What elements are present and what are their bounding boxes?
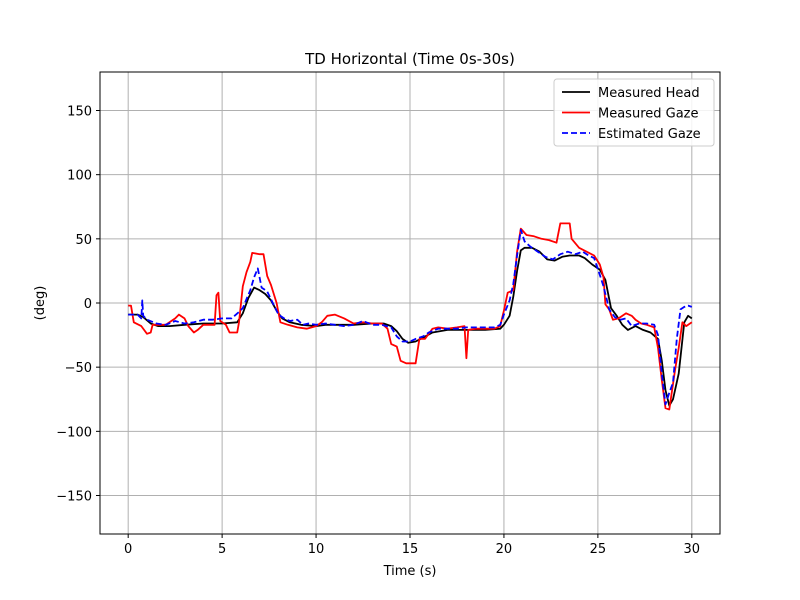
y-tick-label: −50 [65, 361, 92, 376]
series-lines [128, 222, 693, 411]
x-tick-label: 25 [590, 542, 607, 557]
series-line-2 [128, 222, 693, 411]
legend-label-3: Estimated Gaze [598, 127, 701, 142]
x-tick-label: 30 [684, 542, 701, 557]
legend-box [553, 78, 715, 147]
series-line-1 [128, 246, 693, 407]
series-line-3 [128, 228, 693, 406]
y-axis-label: (deg) [33, 286, 48, 321]
x-tick-label: 15 [402, 542, 419, 557]
x-tick-label: 10 [308, 542, 325, 557]
y-tick-label: 50 [75, 233, 92, 248]
legend: Measured Head Measured Gaze Estimated Gaze [553, 78, 715, 147]
y-tick-label: 150 [67, 105, 92, 120]
x-tick-label: 20 [496, 542, 513, 557]
legend-label-1: Measured Head [598, 86, 700, 101]
x-axis-label: Time (s) [383, 564, 437, 579]
legend-label-2: Measured Gaze [598, 107, 699, 122]
y-tick-label: −100 [56, 425, 92, 440]
axis-ticks: 0 5 10 15 20 25 30 −150 −100 −50 0 50 100 150 [56, 105, 700, 558]
y-tick-label: 100 [67, 169, 92, 184]
x-tick-label: 5 [218, 542, 226, 557]
y-tick-label: −150 [56, 490, 92, 505]
y-tick-label: 0 [84, 297, 92, 312]
chart-title: TD Horizontal (Time 0s-30s) [304, 50, 515, 68]
grid [100, 72, 720, 534]
x-tick-label: 0 [124, 542, 132, 557]
